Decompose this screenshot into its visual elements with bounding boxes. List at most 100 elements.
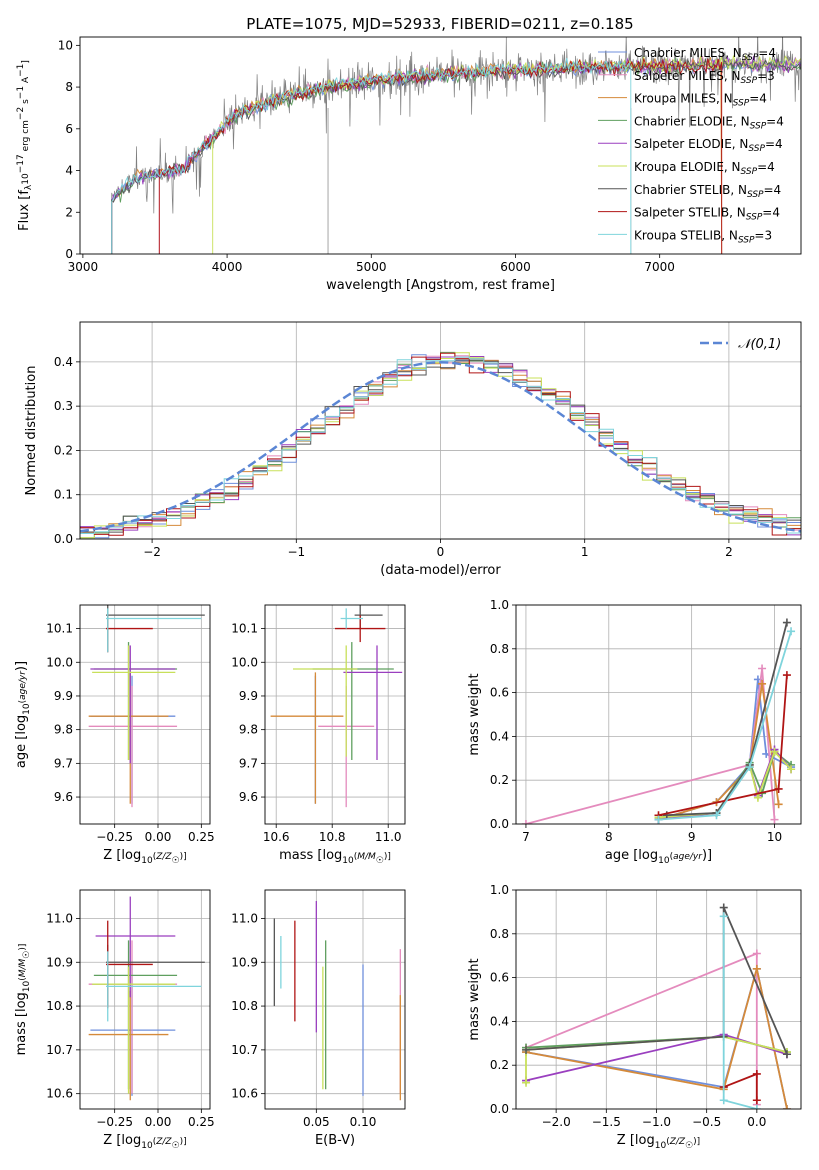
y-tick-label: 0.4 [490, 1014, 509, 1028]
legend-entry-3: Kroupa MILES, NSSP=4 [634, 92, 767, 109]
y-tick-label: 8 [65, 80, 73, 94]
model-spectrum-7 [111, 58, 801, 254]
weight-marker [719, 903, 728, 912]
weight-marker [719, 1096, 728, 1105]
plot-area-age_vs_mass [270, 605, 403, 808]
y-tick-label: 0.2 [54, 443, 73, 457]
y-tick-label: 10.9 [46, 955, 73, 969]
axes-frame [79, 889, 211, 1110]
legend-entry-9: Kroupa STELIB, NSSP=3 [634, 228, 772, 245]
spectrum-legend: Chabrier MILES, NSSP=4 Salpeter MILES, NS… [598, 46, 784, 245]
legend-entry-5: Salpeter ELODIE, NSSP=4 [634, 137, 783, 154]
y-tick-label: 9.7 [54, 756, 73, 770]
y-tick-label: 10.0 [231, 655, 258, 669]
x-tick-label: 9 [688, 830, 696, 844]
y-tick-label: 0.3 [54, 399, 73, 413]
weight-line-2 [525, 668, 776, 824]
x-tick-label: 0.05 [303, 1115, 330, 1129]
y-tick-label: 10 [58, 38, 73, 52]
x-tick-label: −2 [143, 545, 161, 559]
x-tick-label: 11.0 [375, 830, 402, 844]
y-tick-label: 6 [65, 122, 73, 136]
weight-marker [782, 1105, 791, 1109]
weight-marker [782, 671, 791, 680]
figure-title: PLATE=1075, MJD=52933, FIBERID=0211, z=0… [246, 15, 633, 33]
panel-spectrum: 3000 4000 5000 6000 7000 0 2 4 6 8 10 wavelength [A… [16, 36, 802, 293]
weight-marker [522, 1078, 531, 1087]
weight-line-7 [666, 622, 788, 817]
model-spectrum-9 [111, 57, 632, 254]
y-tick-label: 0.0 [490, 817, 509, 831]
plot-area-weight_vs_age [521, 618, 796, 824]
y-axis-label: Flux [fλ10−17 erg cm−2 s−1 A−1] [16, 60, 34, 231]
normal-reference-curve [80, 361, 801, 533]
panel-weight_vs_age: 7 8 9 10 0.0 0.2 0.4 0.6 0.8 1.0 age [log10(age/yr… [467, 598, 802, 866]
y-tick-label: 9.6 [239, 790, 258, 804]
y-tick-label: 1.0 [490, 883, 509, 897]
weight-marker [787, 765, 796, 774]
legend-entry-6: Kroupa ELODIE, NSSP=4 [634, 160, 775, 177]
y-axis-label: mass weight [467, 958, 482, 1040]
x-axis-label: mass [log10(M/M☉)] [279, 848, 391, 866]
legend-entry-4: Chabrier ELODIE, NSSP=4 [634, 114, 784, 131]
y-tick-label: 11.0 [231, 911, 258, 925]
residual-histogram-9 [80, 356, 801, 534]
weight-marker [770, 747, 779, 756]
weight-marker [770, 815, 779, 824]
weight-line-9 [658, 631, 792, 821]
y-tick-label: 9.8 [239, 723, 258, 737]
x-tick-label: 0.00 [145, 830, 172, 844]
plot-area-weight_vs_Z [522, 903, 791, 1109]
x-axis-label: E(B-V) [315, 1133, 355, 1148]
x-tick-label: 0.0 [747, 1115, 766, 1129]
plot-area-residuals [80, 351, 801, 539]
panel-mass_vs_Z: −0.25 0.00 0.25 10.6 10.7 10.8 10.9 11.0 Z [log1… [14, 889, 215, 1151]
weight-marker [782, 1050, 791, 1059]
weight-marker [752, 1105, 761, 1109]
panel-age_vs_Z: −0.25 0.00 0.25 9.6 9.7 9.8 9.9 10.0 10.1 Z [log1… [14, 604, 215, 866]
y-tick-label: 10.1 [231, 622, 258, 636]
y-tick-label: 0.1 [54, 488, 73, 502]
x-tick-label: 7 [522, 830, 530, 844]
weight-marker [787, 627, 796, 636]
x-tick-label: 6000 [500, 260, 531, 274]
y-tick-label: 10.7 [46, 1043, 73, 1057]
weight-marker [712, 811, 721, 820]
weight-marker [774, 800, 783, 809]
x-tick-label: −0.25 [96, 1115, 133, 1129]
weight-marker [752, 964, 761, 973]
x-tick-label: 5000 [356, 260, 387, 274]
x-tick-label: 3000 [68, 260, 99, 274]
weight-marker [521, 820, 530, 824]
y-tick-label: 0.4 [54, 355, 73, 369]
x-tick-label: 10.6 [263, 830, 290, 844]
panel-weight_vs_Z: −2.0 −1.5 −1.0 −0.5 0.0 0.0 0.2 0.4 0.6 0.8 1.0 Z [… [467, 883, 802, 1151]
weight-marker [753, 793, 762, 802]
axes-frame [79, 36, 802, 255]
x-axis-label: age [log10(age/yr)] [605, 848, 712, 866]
axes-frame [515, 604, 802, 825]
weight-marker [745, 763, 754, 772]
y-tick-label: 0.4 [490, 729, 509, 743]
x-tick-label: −1.0 [642, 1115, 671, 1129]
y-tick-label: 11.0 [46, 911, 73, 925]
x-tick-label: 0.10 [350, 1115, 377, 1129]
x-axis-label: wavelength [Angstrom, rest frame] [326, 278, 555, 293]
legend-entry-2: Salpeter MILES, NSSP=3 [634, 69, 775, 86]
weight-marker [782, 618, 791, 627]
legend-entry-1: Chabrier MILES, NSSP=4 [634, 46, 776, 63]
legend-entry-8: Salpeter STELIB, NSSP=4 [634, 206, 780, 223]
x-axis-label: Z [log10(Z/Z☉)] [103, 1133, 186, 1151]
y-tick-label: 10.6 [46, 1087, 73, 1101]
model-spectrum-1 [111, 58, 801, 254]
y-axis-label: age [log10(age/yr)] [14, 661, 32, 768]
y-tick-label: 10.8 [46, 999, 73, 1013]
y-tick-label: 9.8 [54, 723, 73, 737]
y-tick-label: 0.8 [490, 927, 509, 941]
model-spectrum-4 [111, 57, 801, 254]
axes-frame [264, 889, 406, 1110]
model-spectrum-5 [111, 55, 801, 254]
y-tick-label: 9.9 [54, 689, 73, 703]
panel-residuals: −2 −1 0 1 2 0.0 0.1 0.2 0.3 0.4 (data-model)/error… [24, 321, 802, 578]
weight-marker [758, 664, 767, 673]
